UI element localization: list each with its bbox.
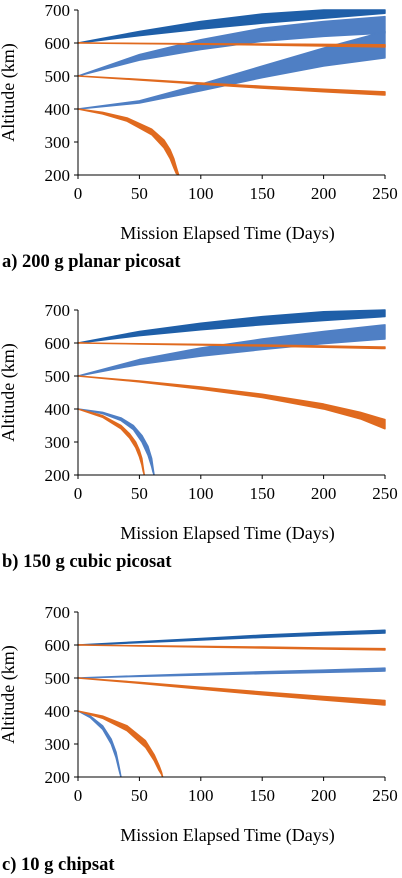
y-tick-label: 600 <box>45 34 71 53</box>
series-band <box>78 629 386 646</box>
series-band <box>78 677 386 706</box>
series-band <box>78 9 386 44</box>
x-tick-label: 200 <box>311 484 337 503</box>
chart-panel-c: 200 300 400 500 600 700 0 50 100 150 200 250 Mission… <box>0 590 402 878</box>
series-band <box>78 108 180 175</box>
series-band <box>78 342 386 350</box>
y-tick-label: 400 <box>45 702 71 721</box>
y-axis-title: Altitude (km) <box>0 343 19 441</box>
chart-series-group <box>78 629 386 777</box>
series-band <box>78 75 386 96</box>
y-tick-label: 300 <box>45 735 71 754</box>
y-tick-label: 500 <box>45 67 71 86</box>
x-tick-label: 250 <box>372 484 398 503</box>
x-tick-label: 100 <box>188 786 214 805</box>
x-tick-label: 250 <box>372 786 398 805</box>
chart-b-svg: 200 300 400 500 600 700 0 50 100 150 200 250 Mission… <box>0 301 398 544</box>
x-tick-label: 0 <box>74 484 83 503</box>
x-axis-title: Mission Elapsed Time (Days) <box>120 523 335 544</box>
series-band <box>78 408 145 475</box>
y-tick-label: 200 <box>45 166 71 185</box>
chart-c-caption: c) 10 g chipsat <box>2 855 115 875</box>
x-tick-label: 50 <box>131 484 148 503</box>
y-tick-label: 400 <box>45 400 71 419</box>
x-axis-title: Mission Elapsed Time (Days) <box>120 825 335 846</box>
series-band <box>78 324 386 377</box>
y-tick-label: 200 <box>45 466 71 485</box>
x-axis-title: Mission Elapsed Time (Days) <box>120 223 335 244</box>
series-band <box>78 309 386 344</box>
chart-a-caption: a) 200 g planar picosat <box>2 252 181 272</box>
series-band <box>78 710 164 777</box>
y-tick-label: 600 <box>45 636 71 655</box>
y-tick-label: 700 <box>45 301 71 320</box>
chart-c-svg: 200 300 400 500 600 700 0 50 100 150 200 250 Mission… <box>0 603 398 846</box>
x-tick-label: 100 <box>188 484 214 503</box>
chart-series-group <box>78 9 386 175</box>
series-band <box>78 644 386 651</box>
y-tick-label: 300 <box>45 133 71 152</box>
y-tick-label: 300 <box>45 433 71 452</box>
x-tick-label: 50 <box>131 184 148 203</box>
x-tick-label: 150 <box>249 786 275 805</box>
x-tick-label: 200 <box>311 184 337 203</box>
y-tick-label: 700 <box>45 603 71 622</box>
series-band <box>78 42 386 48</box>
chart-panel-a: 200 300 400 500 600 700 0 50 100 150 200 250 Mission… <box>0 0 402 300</box>
x-tick-label: 250 <box>372 184 398 203</box>
x-tick-label: 0 <box>74 786 83 805</box>
chart-b-caption: b) 150 g cubic picosat <box>2 552 172 572</box>
chart-series-group <box>78 309 386 475</box>
x-tick-label: 150 <box>249 184 275 203</box>
x-tick-label: 50 <box>131 786 148 805</box>
x-tick-label: 0 <box>74 184 83 203</box>
x-tick-label: 150 <box>249 484 275 503</box>
y-tick-label: 500 <box>45 367 71 386</box>
x-tick-label: 200 <box>311 786 337 805</box>
y-tick-label: 600 <box>45 334 71 353</box>
y-tick-label: 400 <box>45 100 71 119</box>
x-tick-label: 100 <box>188 184 214 203</box>
y-axis-title: Altitude (km) <box>0 43 19 141</box>
y-tick-label: 200 <box>45 768 71 787</box>
series-band <box>78 667 386 679</box>
series-band <box>78 710 122 777</box>
chart-panel-b: 200 300 400 500 600 700 0 50 100 150 200 250 Mission… <box>0 300 402 590</box>
series-band <box>78 15 386 77</box>
y-axis-title: Altitude (km) <box>0 645 19 743</box>
y-tick-label: 700 <box>45 1 71 20</box>
series-band <box>78 375 386 430</box>
chart-a-svg: 200 300 400 500 600 700 0 50 100 150 200 250 Mission… <box>0 1 398 244</box>
y-tick-label: 500 <box>45 669 71 688</box>
series-band <box>78 408 155 475</box>
